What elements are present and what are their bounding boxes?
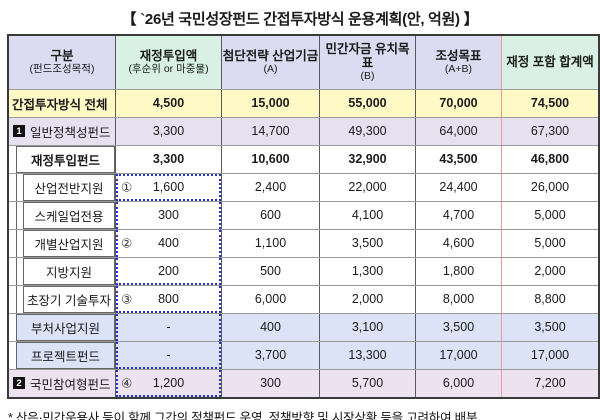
value-cell-allocated: ② 400 — [115, 228, 222, 258]
value-cell: 5,000 — [501, 200, 600, 230]
value-cell: 70,000 — [415, 88, 502, 118]
value-cell: 3,300 — [115, 144, 222, 174]
value-cell: 4,100 — [319, 200, 416, 230]
circle-number-1: ① — [121, 180, 133, 195]
value-cell: 6,000 — [415, 368, 502, 398]
value-cell: 2,000 — [319, 284, 416, 314]
footnote: * 산은·민간운용사 등이 함께 그간의 정책펀드 운영, 정책방향 및 시장상… — [8, 410, 478, 420]
value-cell: 74,500 — [501, 88, 600, 118]
value-cell: 5,000 — [501, 228, 600, 258]
circle-number-4: ④ — [121, 376, 133, 391]
header-strategic-fund-a: 첨단전략 산업기금 (A) — [221, 34, 320, 90]
value-cell: 1,300 — [319, 256, 416, 286]
value-cell: 600 — [221, 200, 320, 230]
value-cell: 46,800 — [501, 144, 600, 174]
table-row-industry-wide-support: 산업전반지원 ① 1,600 2,400 22,000 24,400 26,00… — [7, 172, 600, 202]
row-label: 프로젝트펀드 — [16, 341, 115, 369]
value-cell: 1,800 — [415, 256, 502, 286]
value-cell-allocated: ③ 800 — [115, 284, 222, 314]
value-cell: 3,500 — [415, 312, 502, 342]
table-row-individual-industry-support: 개별산업지원 ② 400 1,100 3,500 4,600 5,000 — [7, 228, 600, 258]
row-label: 일반정책성펀드 — [30, 125, 111, 140]
value-cell: 24,400 — [415, 172, 502, 202]
value-cell: 67,300 — [501, 116, 600, 146]
table-row-ministry-project-support: 부처사업지원 - 400 3,100 3,500 3,500 — [7, 312, 600, 342]
header-target-ab: 조성목표 (A+B) — [415, 34, 502, 90]
value-cell: 400 — [221, 312, 320, 342]
table-row-regional-support: 지방지원 200 500 1,300 1,800 2,000 — [7, 256, 600, 286]
value-cell: 43,500 — [415, 144, 502, 174]
value-cell: 2,400 — [221, 172, 320, 202]
row-label: 개별산업지원 — [23, 229, 115, 257]
table-header-row: 구분 (펀드조성목적) 재정투입액 (후순위 or 마중물) 첨단전략 산업기금… — [7, 34, 600, 90]
table-row-scaleup-dedicated: 스케일업전용 300 600 4,100 4,700 5,000 — [7, 200, 600, 230]
row-label: 스케일업전용 — [23, 201, 115, 229]
value-cell: 4,500 — [115, 88, 222, 118]
value-cell: 26,000 — [501, 172, 600, 202]
page-title: 【 `26년 국민성장펀드 간접투자방식 운용계획(안, 억원) 】 — [121, 11, 479, 28]
row-label: 부처사업지원 — [16, 313, 115, 341]
value-cell: 3,500 — [319, 228, 416, 258]
value-cell: 10,600 — [221, 144, 320, 174]
row-label: 산업전반지원 — [23, 173, 115, 201]
header-fiscal-input: 재정투입액 (후순위 or 마중물) — [115, 34, 222, 90]
circle-number-3: ③ — [121, 292, 133, 307]
header-category: 구분 (펀드조성목적) — [7, 34, 116, 90]
row-label: 간접투자방식 전체 — [12, 97, 108, 112]
row-number-badge: 1 — [13, 125, 25, 137]
value-cell: 5,700 — [319, 368, 416, 398]
value-cell: 55,000 — [319, 88, 416, 118]
value-cell: 7,200 — [501, 368, 600, 398]
value-cell: 14,700 — [221, 116, 320, 146]
value-cell: 32,900 — [319, 144, 416, 174]
row-number-badge: 2 — [13, 377, 25, 389]
header-total-incl-fiscal: 재정 포함 합계액 — [501, 34, 600, 90]
row-label: 지방지원 — [23, 257, 115, 285]
value-cell: 300 — [115, 200, 222, 230]
row-label: 재정투입펀드 — [16, 145, 115, 173]
value-cell-allocated: ① 1,600 — [115, 172, 222, 202]
row-label: 국민참여형펀드 — [30, 377, 111, 392]
table-row-fiscal-input-fund: 재정투입펀드 3,300 10,600 32,900 43,500 46,800 — [7, 144, 600, 174]
value-cell: 4,700 — [415, 200, 502, 230]
value-cell: 2,000 — [501, 256, 600, 286]
value-cell: 4,600 — [415, 228, 502, 258]
value-cell: 3,300 — [115, 116, 222, 146]
value-cell: 6,000 — [221, 284, 320, 314]
value-cell: 3,700 — [221, 340, 320, 370]
table-row-total: 간접투자방식 전체 4,500 15,000 55,000 70,000 74,… — [7, 88, 600, 118]
value-cell: 500 — [221, 256, 320, 286]
value-cell: 8,000 — [415, 284, 502, 314]
value-cell: 1,100 — [221, 228, 320, 258]
header-private-capital-b: 민간자금 유치목표 (B) — [319, 34, 416, 90]
table-row-project-fund: 프로젝트펀드 - 3,700 13,300 17,000 17,000 — [7, 340, 600, 370]
value-cell: 8,800 — [501, 284, 600, 314]
row-label: 초장기 기술투자 — [23, 285, 115, 313]
table-row-citizen-participation-fund: 2 국민참여형펀드 ④ 1,200 300 5,700 6,000 7,200 — [7, 368, 600, 398]
value-cell: 49,300 — [319, 116, 416, 146]
value-cell: - — [115, 340, 222, 370]
table-row-general-policy-fund: 1 일반정책성펀드 3,300 14,700 49,300 64,000 67,… — [7, 116, 600, 146]
value-cell: 3,500 — [501, 312, 600, 342]
value-cell: - — [115, 312, 222, 342]
value-cell: 15,000 — [221, 88, 320, 118]
circle-number-2: ② — [121, 236, 133, 251]
value-cell: 64,000 — [415, 116, 502, 146]
value-cell: 13,300 — [319, 340, 416, 370]
value-cell: 22,000 — [319, 172, 416, 202]
table-row-ultra-longterm-tech-investment: 초장기 기술투자 ③ 800 6,000 2,000 8,000 8,800 — [7, 284, 600, 314]
fund-plan-table: 구분 (펀드조성목적) 재정투입액 (후순위 or 마중물) 첨단전략 산업기금… — [7, 34, 600, 399]
value-cell-allocated: ④ 1,200 — [115, 368, 222, 398]
value-cell: 200 — [115, 256, 222, 286]
value-cell: 17,000 — [501, 340, 600, 370]
value-cell: 17,000 — [415, 340, 502, 370]
value-cell: 300 — [221, 368, 320, 398]
value-cell: 3,100 — [319, 312, 416, 342]
